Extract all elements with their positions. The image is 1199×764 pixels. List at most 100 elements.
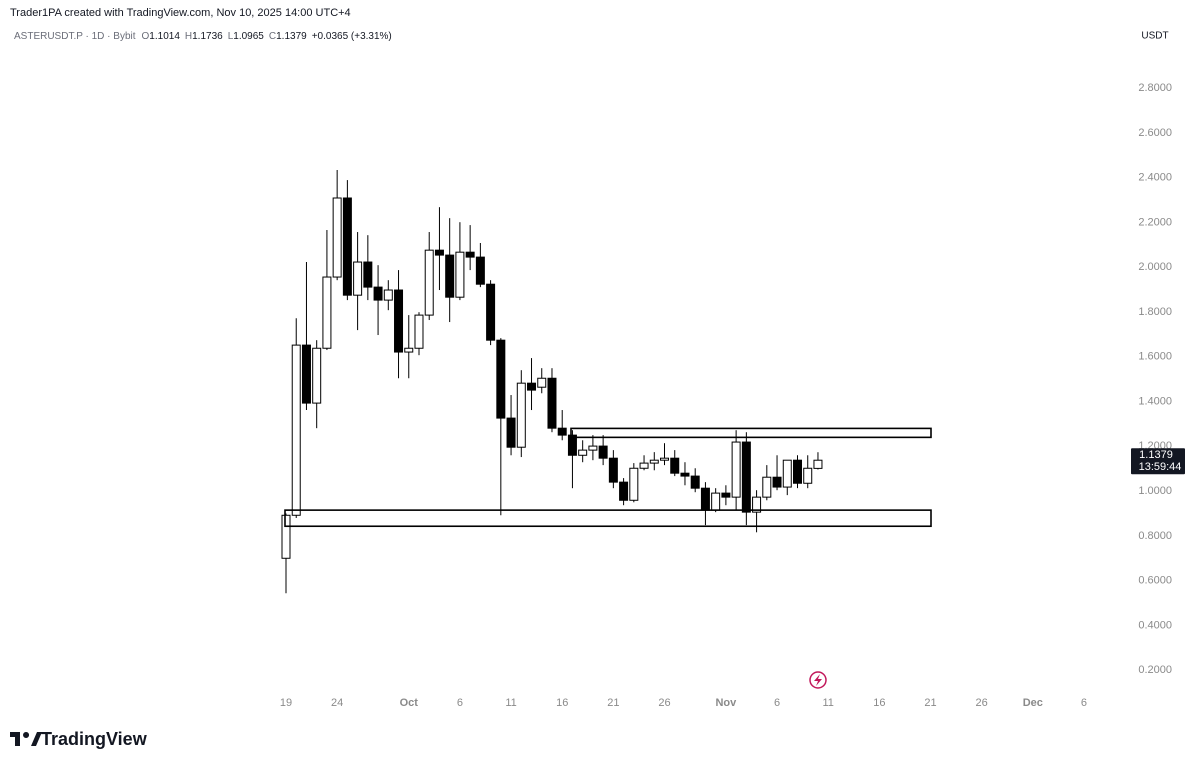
- x-tick-label: Dec: [1023, 697, 1043, 709]
- candle-body: [301, 344, 311, 404]
- symbol-line: ASTERUSDT.P · 1D · Bybit O1.1014 H1.1736 L1…: [14, 31, 392, 42]
- y-tick-label: 0.6000: [1138, 575, 1172, 587]
- price-label: 1.1379: [1139, 449, 1173, 461]
- candle-body: [465, 251, 475, 258]
- candle-body: [762, 476, 772, 498]
- tv-logo: TradingView: [10, 729, 148, 749]
- symbol: ASTERUSDT.P · 1D · Bybit: [14, 31, 136, 42]
- y-tick-label: 0.4000: [1138, 619, 1172, 631]
- candle-body: [516, 382, 526, 448]
- attribution: Trader1PA created with TradingView.com, …: [10, 7, 351, 19]
- candle-body: [752, 496, 762, 513]
- candle-body: [394, 289, 404, 353]
- y-tick-label: 2.0000: [1138, 261, 1172, 273]
- x-tick-label: 26: [976, 697, 988, 709]
- candle-body: [690, 475, 700, 489]
- x-tick-label: 16: [556, 697, 568, 709]
- y-tick-label: 2.2000: [1138, 216, 1172, 228]
- candle-body: [383, 289, 393, 301]
- x-tick-label: 26: [658, 697, 670, 709]
- candle-body: [772, 476, 782, 488]
- candle-body: [721, 492, 731, 498]
- candle-body: [322, 276, 332, 349]
- y-tick-label: 0.2000: [1138, 664, 1172, 676]
- logo-mark: [10, 732, 42, 746]
- candle-body: [639, 462, 649, 469]
- candle-body: [700, 487, 710, 511]
- candle-body: [537, 377, 547, 388]
- y-tick-label: 2.6000: [1138, 127, 1172, 139]
- y-tick-label: 2.8000: [1138, 82, 1172, 94]
- candle-body: [793, 459, 802, 484]
- x-tick-label: 21: [607, 697, 619, 709]
- candle-body: [629, 467, 639, 501]
- candle-body: [445, 254, 455, 298]
- icon-circle: [809, 671, 827, 689]
- candle-body: [486, 283, 496, 341]
- x-tick-label: 19: [280, 697, 292, 709]
- candle-body: [506, 417, 516, 448]
- ohlc-label: O: [142, 31, 150, 42]
- candle-body: [281, 514, 291, 559]
- candle-body: [434, 249, 444, 256]
- candle-body: [557, 427, 567, 436]
- y-tick-label: 1.4000: [1138, 395, 1172, 407]
- x-tick-label: 11: [505, 697, 516, 709]
- ohlc-label: C: [269, 31, 276, 42]
- candle-body: [353, 261, 363, 296]
- candle-body: [332, 197, 342, 278]
- candle-body: [598, 445, 608, 459]
- candle-body: [731, 441, 741, 498]
- candle-body: [404, 347, 414, 353]
- ohlc-value: 1.1014: [149, 31, 180, 42]
- candle-body: [813, 459, 823, 469]
- candle-body: [496, 339, 506, 419]
- lightning-icon: [809, 671, 827, 689]
- zone: [570, 427, 932, 439]
- y-tick-label: 1.8000: [1138, 306, 1172, 318]
- candle-body: [342, 197, 352, 296]
- x-tick-label: 24: [331, 697, 343, 709]
- candle-body: [455, 251, 465, 298]
- candle-body: [291, 344, 301, 516]
- y-tick-label: 1.0000: [1138, 485, 1172, 497]
- candle-body: [670, 457, 680, 474]
- ohlc-value: 1.1736: [192, 31, 223, 42]
- price-marker: [1131, 448, 1185, 475]
- ohlc-value: 1.1379: [276, 31, 307, 42]
- candle-body: [567, 434, 577, 456]
- candle-body: [527, 382, 537, 391]
- candle-body: [608, 457, 618, 483]
- x-tick-label: 11: [822, 697, 833, 709]
- candle-body: [741, 441, 751, 513]
- candle-body: [680, 472, 690, 477]
- change: +0.0365 (+3.31%): [312, 31, 392, 42]
- x-tick-label: 16: [873, 697, 885, 709]
- icon-bolt: [814, 674, 822, 686]
- zone: [284, 509, 932, 528]
- candle-body: [803, 467, 813, 484]
- x-tick-label: 6: [457, 697, 463, 709]
- x-tick-label: 21: [924, 697, 936, 709]
- x-tick-label: Nov: [715, 697, 737, 709]
- candle-body: [424, 249, 434, 316]
- candle-body: [649, 459, 659, 464]
- candle-body: [578, 449, 588, 456]
- candle-body: [363, 261, 373, 288]
- candle-body: [619, 481, 629, 501]
- candle-body: [588, 445, 598, 451]
- currency-label: USDT: [1141, 31, 1168, 42]
- logo-text: TradingView: [41, 729, 148, 749]
- ohlc-value: 1.0965: [233, 31, 264, 42]
- y-tick-label: 0.8000: [1138, 530, 1172, 542]
- countdown: 13:59:44: [1139, 461, 1182, 473]
- candle-body: [373, 286, 383, 301]
- ohlc-label: H: [185, 31, 192, 42]
- candle-body: [711, 492, 721, 511]
- candle-body: [475, 256, 485, 285]
- x-tick-label: Oct: [400, 697, 419, 709]
- x-tick-label: 6: [1081, 697, 1087, 709]
- y-tick-label: 1.6000: [1138, 351, 1172, 363]
